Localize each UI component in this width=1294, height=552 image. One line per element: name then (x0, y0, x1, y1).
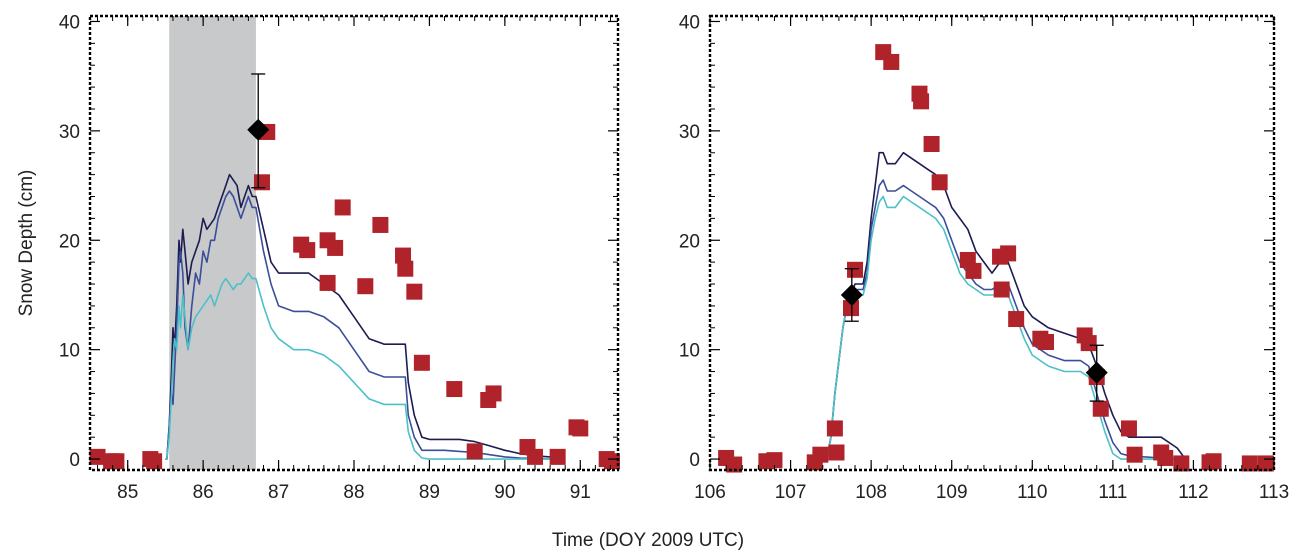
left-observed-point (299, 242, 316, 259)
right-x-tick-label: 106 (694, 482, 726, 503)
right-manual-point (1085, 361, 1108, 384)
right-series-line-1 (826, 151, 1187, 460)
right-plot-frame (708, 14, 1276, 472)
right-y-tick-label: 0 (689, 450, 700, 471)
left-x-tick-label: 87 (268, 482, 289, 503)
left-x-tick-label: 86 (193, 482, 214, 503)
left-observed-point (406, 283, 423, 300)
y-axis-label: Snow Depth (cm) (16, 170, 37, 317)
right-observed-point (843, 300, 859, 317)
right-observed-point (828, 444, 845, 461)
right-series-line-3 (826, 195, 1186, 460)
right-series-line-2 (826, 179, 1186, 460)
x-axis-label: Time (DOY 2009 UTC) (552, 530, 744, 551)
left-x-tick-label: 90 (494, 482, 515, 503)
left-observed-point (372, 216, 389, 233)
right-x-tick-label: 112 (1178, 482, 1208, 503)
left-series-line-3 (165, 272, 566, 460)
right-observed-point (993, 281, 1010, 298)
left-y-tick-label: 30 (59, 122, 80, 143)
right-observed-point (826, 420, 843, 437)
right-manual-point (840, 283, 863, 306)
left-observed-point (527, 448, 544, 465)
left-series-line-2 (165, 190, 566, 460)
right-observed-point (1000, 245, 1017, 262)
left-x-tick-label: 88 (343, 482, 364, 503)
right-observed-point (847, 261, 864, 278)
right-observed-point (1157, 449, 1174, 466)
right-x-tick-label: 110 (1017, 482, 1047, 503)
left-observed-point (485, 385, 502, 402)
right-panel: 106 107 108 109 110 111 112 113 0 10 20 30 40 (679, 12, 1289, 503)
left-x-tick-label: 85 (117, 482, 138, 503)
left-y-tick-label: 20 (59, 231, 80, 252)
right-x-tick-label: 113 (1259, 482, 1289, 503)
left-y-tick-label: 0 (69, 450, 80, 471)
left-y-tick-label: 40 (59, 12, 80, 33)
left-x-tick-label: 91 (570, 482, 591, 503)
left-manual-point (247, 118, 270, 141)
right-observed-point (965, 262, 982, 279)
right-observed-point (883, 53, 900, 70)
left-observed-point (327, 239, 344, 256)
left-observed-point (108, 453, 125, 470)
left-observed-point (319, 274, 336, 291)
right-observed-point (1126, 446, 1143, 463)
right-observed-point (1241, 455, 1258, 472)
left-observed-point (413, 354, 430, 371)
left-x-tick-label: 89 (419, 482, 440, 503)
left-observed-point (397, 260, 414, 277)
right-x-tick-label: 108 (855, 482, 887, 503)
right-observed-point (1092, 400, 1109, 417)
right-y-tick-label: 10 (679, 341, 700, 362)
left-observed-point (549, 448, 566, 465)
left-series-line-1 (165, 173, 566, 460)
right-x-tick-label: 111 (1098, 482, 1127, 503)
right-observed-point (812, 446, 829, 463)
right-observed-point (1008, 311, 1025, 328)
right-y-tick-label: 20 (679, 231, 700, 252)
right-observed-point (1120, 420, 1137, 437)
left-observed-point (334, 199, 351, 216)
right-y-tick-label: 30 (679, 122, 700, 143)
left-observed-point (89, 448, 106, 465)
left-observed-point (395, 247, 412, 264)
right-observed-point (766, 452, 783, 469)
right-observed-point (1080, 335, 1097, 352)
left-observed-point (603, 453, 620, 470)
right-observed-point (1037, 334, 1054, 351)
left-panel: 85 86 87 88 89 90 91 0 10 20 30 40 (59, 12, 620, 503)
left-observed-point (466, 443, 483, 460)
right-x-tick-label: 107 (775, 482, 807, 503)
right-observed-point (1205, 453, 1222, 470)
right-observed-point (931, 174, 948, 191)
right-y-tick-label: 40 (679, 12, 700, 33)
right-observed-point (726, 456, 743, 473)
right-observed-point (913, 93, 930, 110)
left-observed-point (446, 381, 463, 398)
right-observed-point (923, 135, 940, 152)
right-x-tick-label: 109 (936, 482, 968, 503)
left-y-tick-label: 10 (59, 341, 80, 362)
left-observed-point (357, 278, 374, 295)
left-observed-point (146, 453, 163, 470)
left-observed-point (572, 420, 589, 437)
